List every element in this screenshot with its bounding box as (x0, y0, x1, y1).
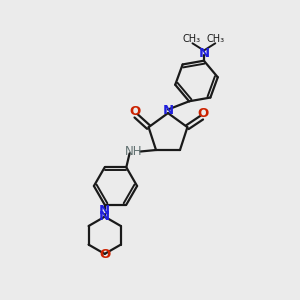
Text: N: N (99, 204, 110, 217)
Text: CH₃: CH₃ (207, 34, 225, 44)
Text: O: O (130, 105, 141, 118)
Text: N: N (99, 210, 110, 223)
Text: O: O (99, 248, 110, 261)
Text: CH₃: CH₃ (183, 34, 201, 44)
Text: N: N (163, 104, 174, 117)
Text: NH: NH (125, 145, 142, 158)
Text: N: N (198, 47, 209, 60)
Text: O: O (197, 107, 208, 120)
